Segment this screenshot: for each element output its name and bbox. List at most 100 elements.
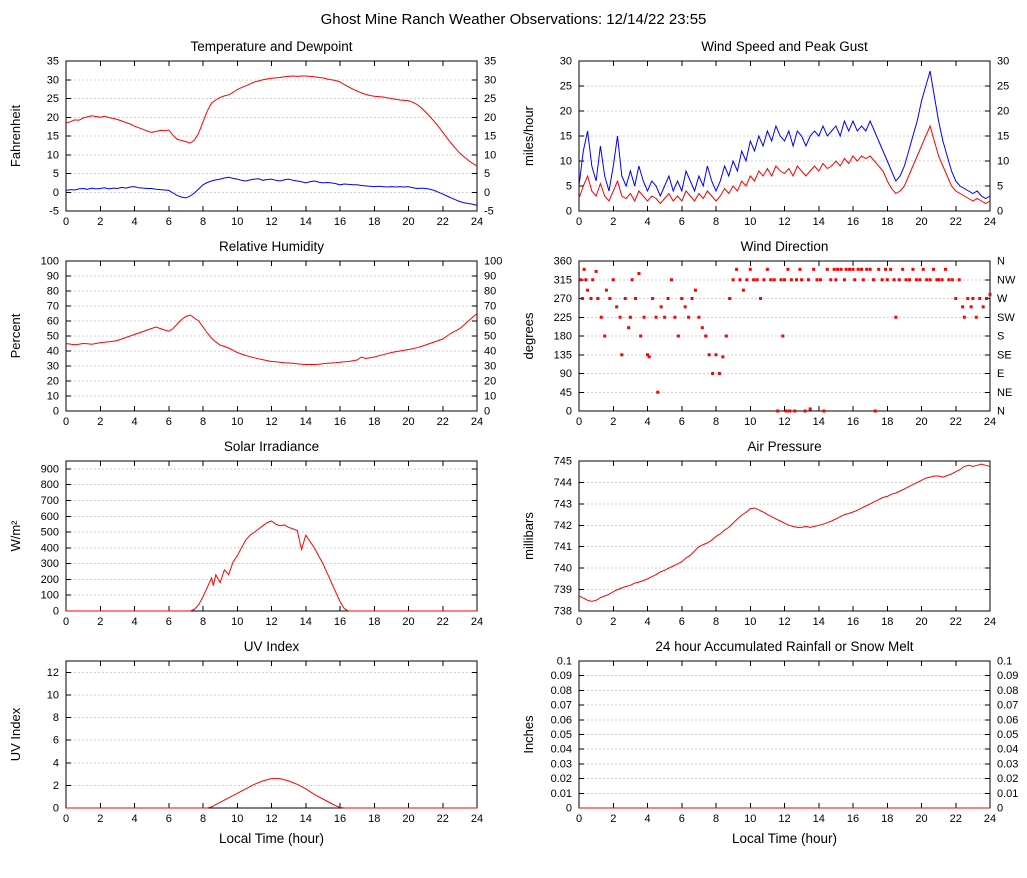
svg-text:0.01: 0.01 bbox=[551, 788, 572, 800]
chart-air-pressure: 0 2 4 6 8 10 12 14 16 18 20 22 24 738 739 740 741 742 743 7… bbox=[517, 434, 1024, 634]
svg-text:70: 70 bbox=[47, 301, 59, 313]
svg-text:20: 20 bbox=[402, 813, 414, 825]
svg-text:18: 18 bbox=[881, 813, 893, 825]
svg-text:70: 70 bbox=[484, 301, 496, 313]
svg-text:360: 360 bbox=[554, 256, 572, 268]
svg-text:0.02: 0.02 bbox=[551, 773, 572, 785]
svg-text:2: 2 bbox=[97, 813, 103, 825]
svg-text:6: 6 bbox=[53, 735, 59, 747]
svg-text:741: 741 bbox=[554, 541, 572, 553]
svg-text:24: 24 bbox=[471, 216, 483, 228]
svg-text:4: 4 bbox=[644, 616, 650, 628]
svg-text:10: 10 bbox=[744, 616, 756, 628]
svg-text:10: 10 bbox=[231, 416, 243, 428]
svg-text:10: 10 bbox=[484, 149, 496, 161]
svg-text:16: 16 bbox=[334, 216, 346, 228]
svg-text:100: 100 bbox=[41, 590, 59, 602]
svg-text:0: 0 bbox=[576, 416, 582, 428]
svg-text:20: 20 bbox=[484, 376, 496, 388]
svg-text:NE: NE bbox=[997, 387, 1012, 399]
svg-text:Inches: Inches bbox=[521, 715, 536, 754]
svg-text:25: 25 bbox=[560, 81, 572, 93]
svg-text:0.1: 0.1 bbox=[997, 656, 1012, 668]
svg-text:0.06: 0.06 bbox=[551, 714, 572, 726]
svg-text:16: 16 bbox=[334, 616, 346, 628]
svg-text:UV Index: UV Index bbox=[8, 707, 23, 761]
svg-text:Temperature and Dewpoint: Temperature and Dewpoint bbox=[190, 39, 352, 54]
svg-text:6: 6 bbox=[679, 416, 685, 428]
svg-text:20: 20 bbox=[560, 106, 572, 118]
svg-text:5: 5 bbox=[997, 181, 1003, 193]
svg-text:Local Time (hour): Local Time (hour) bbox=[732, 831, 837, 846]
svg-text:40: 40 bbox=[47, 346, 59, 358]
svg-text:225: 225 bbox=[554, 312, 572, 324]
svg-text:14: 14 bbox=[813, 416, 825, 428]
weather-dashboard: Ghost Mine Ranch Weather Observations: 1… bbox=[0, 11, 1027, 850]
svg-text:10: 10 bbox=[231, 813, 243, 825]
svg-text:0: 0 bbox=[53, 803, 59, 815]
svg-text:270: 270 bbox=[554, 293, 572, 305]
svg-text:2: 2 bbox=[610, 813, 616, 825]
svg-text:80: 80 bbox=[47, 286, 59, 298]
svg-text:25: 25 bbox=[47, 93, 59, 105]
svg-text:90: 90 bbox=[560, 368, 572, 380]
svg-text:2: 2 bbox=[97, 616, 103, 628]
svg-text:35: 35 bbox=[47, 56, 59, 68]
svg-text:-5: -5 bbox=[49, 206, 59, 218]
svg-text:5: 5 bbox=[484, 168, 490, 180]
svg-text:8: 8 bbox=[200, 216, 206, 228]
svg-text:8: 8 bbox=[200, 416, 206, 428]
svg-text:6: 6 bbox=[679, 813, 685, 825]
svg-text:6: 6 bbox=[679, 616, 685, 628]
svg-text:743: 743 bbox=[554, 498, 572, 510]
svg-text:25: 25 bbox=[997, 81, 1009, 93]
svg-text:12: 12 bbox=[265, 616, 277, 628]
svg-text:4: 4 bbox=[131, 813, 137, 825]
svg-text:0.1: 0.1 bbox=[557, 656, 572, 668]
svg-text:30: 30 bbox=[997, 56, 1009, 68]
svg-text:20: 20 bbox=[915, 813, 927, 825]
chart-solar-irradiance: 0 2 4 6 8 10 12 14 16 18 20 22 24 0 100 200 300 400 500 600… bbox=[4, 434, 511, 634]
chart-uv-index: 0 2 4 6 8 10 12 14 16 18 20 22 24 0 2 4 6 8 10 12 UV Index UV… bbox=[4, 634, 511, 850]
svg-text:740: 740 bbox=[554, 563, 572, 575]
svg-text:12: 12 bbox=[265, 216, 277, 228]
svg-text:20: 20 bbox=[402, 216, 414, 228]
chart-wind-speed-gust: 0 2 4 6 8 10 12 14 16 18 20 22 24 0 0 5 5 10 10 15 15 20 20 25 2… bbox=[517, 34, 1024, 234]
svg-text:10: 10 bbox=[560, 156, 572, 168]
svg-text:60: 60 bbox=[484, 316, 496, 328]
page-title: Ghost Mine Ranch Weather Observations: 1… bbox=[320, 11, 707, 28]
svg-text:miles/hour: miles/hour bbox=[521, 105, 536, 166]
svg-text:8: 8 bbox=[53, 712, 59, 724]
svg-text:16: 16 bbox=[334, 416, 346, 428]
svg-text:10: 10 bbox=[744, 216, 756, 228]
svg-text:6: 6 bbox=[166, 216, 172, 228]
svg-text:14: 14 bbox=[300, 616, 312, 628]
svg-text:0.02: 0.02 bbox=[997, 773, 1018, 785]
svg-text:24: 24 bbox=[984, 616, 996, 628]
svg-text:0: 0 bbox=[566, 406, 572, 418]
svg-text:0.03: 0.03 bbox=[551, 758, 572, 770]
svg-text:10: 10 bbox=[47, 149, 59, 161]
svg-text:4: 4 bbox=[131, 616, 137, 628]
svg-text:24: 24 bbox=[984, 216, 996, 228]
svg-text:0.07: 0.07 bbox=[997, 700, 1018, 712]
svg-text:-5: -5 bbox=[484, 206, 494, 218]
svg-text:20: 20 bbox=[47, 376, 59, 388]
svg-text:0: 0 bbox=[53, 406, 59, 418]
svg-text:744: 744 bbox=[554, 477, 572, 489]
svg-text:14: 14 bbox=[813, 813, 825, 825]
svg-text:2: 2 bbox=[97, 416, 103, 428]
svg-text:315: 315 bbox=[554, 274, 572, 286]
svg-text:12: 12 bbox=[265, 813, 277, 825]
svg-text:millibars: millibars bbox=[521, 512, 536, 560]
chart-svg-rainfall: 0 2 4 6 8 10 12 14 16 18 20 22 240 00.01 0.010.02 0.020… bbox=[521, 639, 1018, 846]
svg-text:24: 24 bbox=[471, 416, 483, 428]
svg-text:14: 14 bbox=[300, 216, 312, 228]
svg-text:0: 0 bbox=[63, 216, 69, 228]
svg-text:0: 0 bbox=[566, 803, 572, 815]
charts-grid: 0 2 4 6 8 10 12 14 16 18 20 22 24 -5 -5 0 0 5 5 10 10 15 15 20 2… bbox=[0, 34, 1027, 850]
svg-text:20: 20 bbox=[484, 112, 496, 124]
svg-text:600: 600 bbox=[41, 511, 59, 523]
svg-text:W: W bbox=[997, 293, 1008, 305]
svg-text:20: 20 bbox=[915, 616, 927, 628]
